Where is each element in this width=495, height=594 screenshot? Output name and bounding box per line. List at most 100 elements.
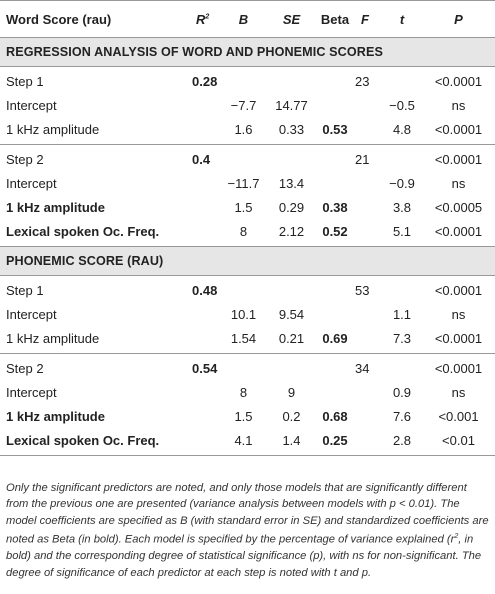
- cell-beta: 0.52: [315, 219, 355, 247]
- cell-p: <0.0001: [434, 361, 483, 377]
- row-label: Intercept: [6, 176, 57, 191]
- cell-t: −0.9: [389, 176, 415, 191]
- cell-b: 1.5: [234, 409, 253, 424]
- table-row: 1 kHz amplitude 1.5 0.29 0.38 3.8 <0.0005: [0, 196, 495, 220]
- cell-p: ns: [451, 98, 466, 113]
- regression-table: Word Score (rau) R2 B SE Beta F t P REGR…: [0, 0, 495, 456]
- cell-beta: 0.25: [315, 428, 355, 456]
- cell-beta: 0.69: [315, 326, 355, 354]
- cell-b: 1.5: [234, 200, 253, 215]
- cell-r2: [190, 381, 219, 405]
- header-row: Word Score (rau) R2 B SE Beta F t P: [0, 0, 495, 38]
- row-label: Step 2: [6, 361, 44, 377]
- table-row: 1 kHz amplitude 1.5 0.2 0.68 7.6 <0.001: [0, 405, 495, 429]
- cell-b: [219, 145, 268, 172]
- section-header-row: PHONEMIC SCORE (RAU): [0, 246, 495, 276]
- cell-p: ns: [451, 385, 466, 400]
- cell-t: 1.1: [392, 307, 412, 322]
- table-footnote: Only the significant predictors are note…: [6, 482, 489, 579]
- cell-r2: [190, 303, 219, 327]
- cell-se: 0.29: [278, 200, 305, 215]
- cell-p: <0.0001: [422, 117, 495, 145]
- cell-b: 10.1: [230, 307, 257, 322]
- cell-b: 8: [239, 385, 248, 400]
- cell-t: 0.9: [392, 385, 412, 400]
- cell-t: 5.1: [382, 219, 422, 247]
- cell-p: <0.0001: [422, 219, 495, 247]
- table-row: Step 2 0.4 21 <0.0001: [0, 145, 495, 172]
- cell-t: [382, 354, 422, 381]
- cell-se: 13.4: [278, 176, 305, 191]
- cell-b: 8: [219, 219, 268, 247]
- cell-p: <0.0001: [422, 326, 495, 354]
- row-label: 1 kHz amplitude: [6, 200, 105, 215]
- cell-t: 7.6: [392, 409, 412, 424]
- cell-beta: [315, 303, 355, 327]
- cell-t: 2.8: [382, 428, 422, 456]
- row-label: Step 2: [6, 152, 44, 168]
- row-label: 1 kHz amplitude: [6, 409, 105, 424]
- section-title: REGRESSION ANALYSIS OF WORD AND PHONEMIC…: [0, 37, 495, 67]
- row-label: Intercept: [6, 98, 57, 113]
- cell-r2: [190, 405, 219, 429]
- cell-se: 9.54: [278, 307, 305, 322]
- header-t: t: [382, 0, 422, 38]
- cell-b: [219, 354, 268, 381]
- cell-r2: [190, 219, 219, 247]
- cell-beta: 0.68: [322, 409, 348, 424]
- cell-b: −7.7: [230, 98, 257, 113]
- cell-p: <0.0001: [434, 74, 483, 90]
- cell-beta: [315, 172, 355, 196]
- cell-f: [355, 172, 382, 196]
- table-row: Intercept −7.7 14.77 −0.5 ns: [0, 94, 495, 118]
- cell-r2: 0.28: [192, 74, 218, 90]
- row-label: Lexical spoken Oc. Freq.: [0, 428, 190, 456]
- cell-se: 0.21: [268, 326, 315, 354]
- cell-p: ns: [451, 176, 466, 191]
- cell-f: [355, 219, 382, 247]
- cell-f: 23: [355, 74, 370, 90]
- cell-b: [219, 276, 268, 303]
- row-label: Intercept: [6, 307, 57, 322]
- cell-r2: 0.54: [192, 361, 218, 377]
- cell-r2: [190, 117, 219, 145]
- cell-f: [355, 326, 382, 354]
- cell-se: 0.33: [268, 117, 315, 145]
- header-p: P: [422, 0, 495, 38]
- table-row: Intercept −11.7 13.4 −0.9 ns: [0, 172, 495, 196]
- cell-f: [355, 94, 382, 118]
- cell-p: ns: [451, 307, 466, 322]
- cell-f: 21: [355, 152, 370, 168]
- cell-r2: [190, 428, 219, 456]
- cell-se: 0.2: [282, 409, 301, 424]
- cell-f: [355, 303, 382, 327]
- cell-b: [219, 67, 268, 94]
- cell-beta: [315, 67, 355, 94]
- cell-se: [268, 276, 315, 303]
- row-label: Intercept: [6, 385, 57, 400]
- cell-t: 7.3: [382, 326, 422, 354]
- cell-f: [355, 196, 382, 220]
- cell-se: [268, 354, 315, 381]
- header-r2: R2: [190, 0, 219, 38]
- table-row: Step 2 0.54 34 <0.0001: [0, 354, 495, 381]
- table-row: Step 1 0.48 53 <0.0001: [0, 276, 495, 303]
- cell-f: 53: [355, 283, 370, 299]
- section-title: PHONEMIC SCORE (RAU): [0, 246, 495, 276]
- cell-se: 14.77: [275, 98, 308, 113]
- table-row: Intercept 10.1 9.54 1.1 ns: [0, 303, 495, 327]
- cell-se: [268, 67, 315, 94]
- cell-r2: [190, 326, 219, 354]
- cell-t: 3.8: [392, 200, 412, 215]
- row-label: Step 1: [6, 74, 44, 90]
- cell-r2: [190, 172, 219, 196]
- row-label: 1 kHz amplitude: [0, 117, 190, 145]
- table-row: Lexical spoken Oc. Freq. 4.1 1.4 0.25 2.8 <0.…: [0, 428, 495, 456]
- table-row: 1 kHz amplitude 1.6 0.33 0.53 4.8 <0.0001: [0, 117, 495, 145]
- cell-f: [355, 381, 382, 405]
- table-row: Intercept 8 9 0.9 ns: [0, 381, 495, 405]
- cell-t: −0.5: [389, 98, 415, 113]
- row-label: Lexical spoken Oc. Freq.: [0, 219, 190, 247]
- cell-t: 4.8: [382, 117, 422, 145]
